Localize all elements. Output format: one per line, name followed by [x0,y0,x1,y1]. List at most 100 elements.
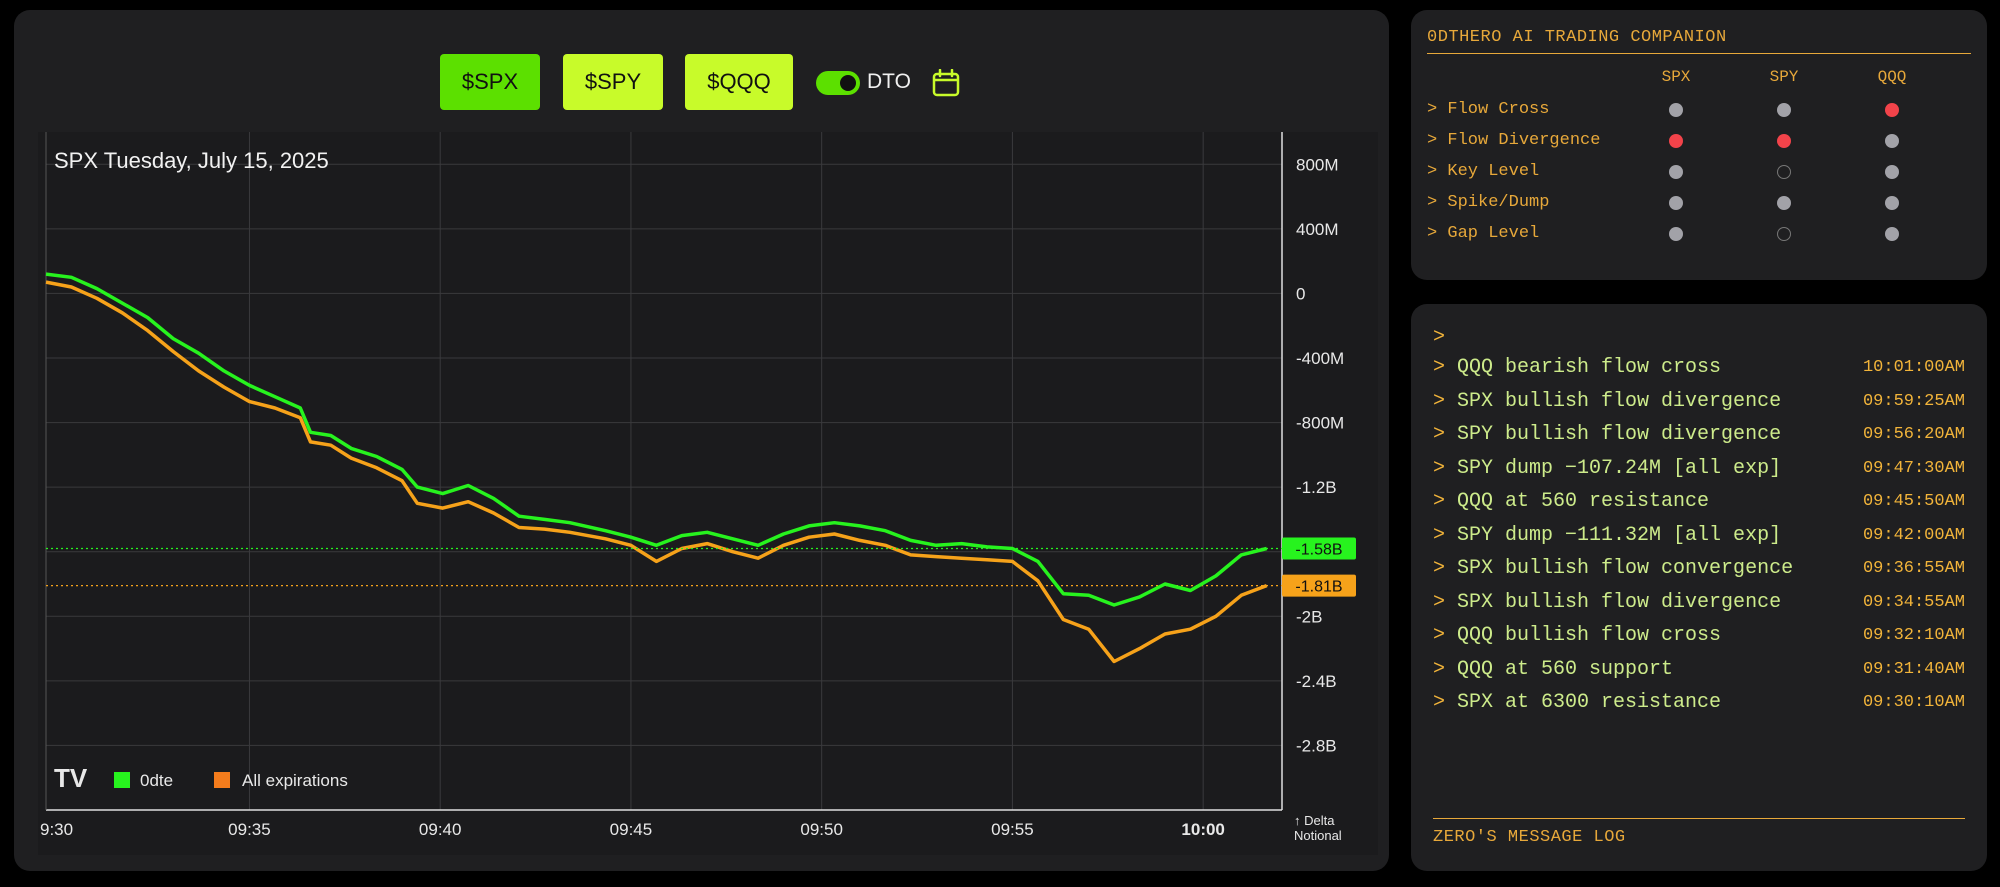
legend-swatch [214,772,230,788]
log-entry: > SPX bullish flow convergence 09:36:55AM [1433,557,1965,587]
y-tick-label: -2B [1296,607,1322,626]
chart-panel: $SPX $SPY $QQQ DTO 800M 400M 0 -400M -800M -1… [14,10,1389,871]
log-entry-time: 09:56:20AM [1862,425,1965,444]
log-entry-text: > SPX at 6300 resistance [1433,691,1722,714]
log-arrow: > [1433,423,1458,446]
signal-column-spx: SPX [1661,68,1691,86]
log-entry-text: > QQQ at 560 resistance [1433,490,1710,513]
log-entry-text: > SPY dump −111.32M [all exp] [1433,523,1782,547]
flow-chart[interactable]: 800M 400M 0 -400M -800M -1.2B -2B -2.4B -2.8B 9:3… [38,132,1378,855]
last-value-badge [1282,537,1356,560]
dto-toggle-label: DTO [867,70,911,93]
log-entry: > SPX bullish flow divergence 09:34:55AM [1433,591,1965,621]
calendar-icon[interactable] [932,69,960,97]
signal-status-dot [1669,165,1683,179]
last-value-label: -1.58B [1295,541,1342,558]
y-tick-label: 800M [1296,155,1339,174]
log-entry-time: 09:31:40AM [1862,659,1965,679]
log-entry-time: 09:45:50AM [1862,492,1965,511]
x-tick-label: 09:35 [228,820,271,839]
signal-status-dot [1777,196,1791,210]
x-tick-label: 9:30 [40,820,73,839]
x-tick-label: 09:45 [610,820,653,839]
series-line [45,272,1268,607]
spx-ticker-button[interactable]: $SPX [440,54,540,110]
chart-area[interactable]: 800M 400M 0 -400M -800M -1.2B -2B -2.4B -2.8B 9:3… [38,132,1378,855]
divider [1427,53,1971,54]
legend-label: 0dte [140,771,173,790]
log-entry: > SPY dump −111.32M [all exp] 09:42:00AM [1433,524,1965,554]
log-entry: > SPX at 6300 resistance 09:30:10AM [1433,691,1965,721]
log-entry-text: > SPX bullish flow convergence [1433,557,1794,580]
x-tick-label: 09:55 [991,820,1034,839]
log-footer: ZERO'S MESSAGE LOG [1433,828,1626,847]
divider [1433,818,1965,819]
qqq-ticker-button[interactable]: $QQQ [685,54,793,110]
log-entry-text: > QQQ at 560 support [1433,657,1674,681]
log-entry-time: 09:34:55AM [1862,592,1965,612]
log-entry-time: 09:32:10AM [1862,626,1965,645]
legend-label: All expirations [242,771,348,790]
signal-column-qqq: QQQ [1877,68,1907,86]
dto-toggle[interactable] [816,71,860,95]
log-entry: > SPX bullish flow divergence 09:59:25AM [1433,390,1965,420]
log-arrow: > [1433,691,1458,714]
log-arrow: > [1433,389,1458,413]
log-entry-text: > SPY dump −107.24M [all exp] [1433,456,1782,480]
signal-panel-title: 0DTHERO AI TRADING COMPANION [1427,28,1727,47]
signal-status-dot [1669,227,1683,241]
signal-row-label: > Flow Divergence [1427,131,1601,150]
x-tick-label: 10:00 [1181,820,1224,839]
log-entry-time: 09:47:30AM [1862,458,1965,478]
signal-row-label: > Key Level [1427,162,1540,181]
legend-swatch [114,772,130,788]
last-value-label: -1.81B [1295,579,1342,596]
signal-row-label: > Gap Level [1427,224,1540,243]
toggle-knob [840,75,856,91]
log-entry: > SPY dump −107.24M [all exp] 09:47:30AM [1433,457,1965,487]
log-entry-time: 09:59:25AM [1862,391,1965,411]
log-entry: > QQQ at 560 support 09:31:40AM [1433,658,1965,688]
signal-column-spy: SPY [1769,68,1799,86]
log-entry: > QQQ bullish flow cross 09:32:10AM [1433,624,1965,654]
log-entry-time: 09:36:55AM [1862,559,1965,578]
log-entry: > QQQ bearish flow cross 10:01:00AM [1433,356,1965,386]
log-entry-text: > SPX bullish flow divergence [1433,590,1782,614]
signal-status-dot [1669,134,1683,148]
signal-status-dot [1669,196,1683,210]
log-entry: > SPY bullish flow divergence 09:56:20AM [1433,423,1965,453]
series-line [45,280,1268,664]
signal-status-dot [1777,103,1791,117]
signal-status-dot [1885,196,1899,210]
signal-status-dot [1777,165,1791,179]
last-value-badge [1282,574,1356,597]
log-arrow: > [1433,490,1458,513]
y-tick-label: 400M [1296,220,1339,239]
log-entry-time: 09:42:00AM [1862,525,1965,545]
x-tick-label: 09:50 [800,820,843,839]
log-entry-time: 09:30:10AM [1862,693,1965,712]
signal-status-dot [1777,227,1791,241]
spy-ticker-button[interactable]: $SPY [563,54,663,110]
log-arrow: > [1433,590,1458,614]
log-arrow: > [1433,624,1458,647]
log-arrow: > [1433,456,1458,480]
log-entry-time: 10:01:00AM [1862,358,1965,377]
y-tick-label: -2.4B [1296,672,1337,691]
signal-panel: 0DTHERO AI TRADING COMPANION SPX SPY QQQ > … [1411,10,1987,280]
log-entry-text: > SPY bullish flow divergence [1433,423,1782,446]
signal-status-dot [1669,103,1683,117]
log-arrow: > [1433,523,1458,547]
log-entry-text: > SPX bullish flow divergence [1433,389,1782,413]
log-arrow: > [1433,557,1458,580]
y-tick-label: -1.2B [1296,478,1337,497]
message-log-panel: > > QQQ bearish flow cross 10:01:00AM > SP… [1411,304,1987,871]
signal-status-dot [1885,134,1899,148]
log-entry-text: > QQQ bullish flow cross [1433,624,1722,647]
y-tick-label: -2.8B [1296,736,1337,755]
signal-row-label: > Flow Cross [1427,100,1550,119]
y-tick-label: 0 [1296,284,1305,303]
signal-row-label: > Spike/Dump [1427,193,1550,212]
signal-status-dot [1885,227,1899,241]
signal-status-dot [1885,165,1899,179]
